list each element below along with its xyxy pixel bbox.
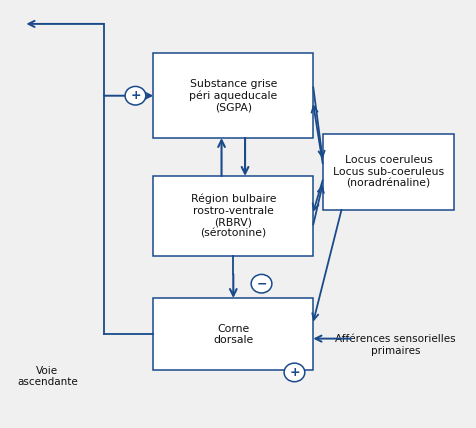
FancyBboxPatch shape	[153, 298, 313, 370]
Text: Région bulbaire
rostro-ventrale
(RBRV)
(sérotonine): Région bulbaire rostro-ventrale (RBRV) (…	[190, 193, 276, 239]
Text: +: +	[289, 366, 300, 379]
FancyBboxPatch shape	[153, 176, 313, 256]
Text: +: +	[130, 89, 141, 102]
FancyBboxPatch shape	[323, 134, 455, 210]
Circle shape	[125, 86, 146, 105]
Text: Voie
ascendante: Voie ascendante	[17, 366, 78, 387]
Text: Afférences sensorielles
primaires: Afférences sensorielles primaires	[335, 334, 456, 356]
Circle shape	[284, 363, 305, 382]
Text: Substance grise
péri aqueducale
(SGPA): Substance grise péri aqueducale (SGPA)	[189, 79, 278, 113]
FancyBboxPatch shape	[153, 54, 313, 138]
Text: Locus coeruleus
Locus sub-coeruleus
(noradrénaline): Locus coeruleus Locus sub-coeruleus (nor…	[333, 155, 444, 188]
Circle shape	[251, 274, 272, 293]
Text: −: −	[256, 277, 267, 290]
Text: Corne
dorsale: Corne dorsale	[213, 324, 253, 345]
